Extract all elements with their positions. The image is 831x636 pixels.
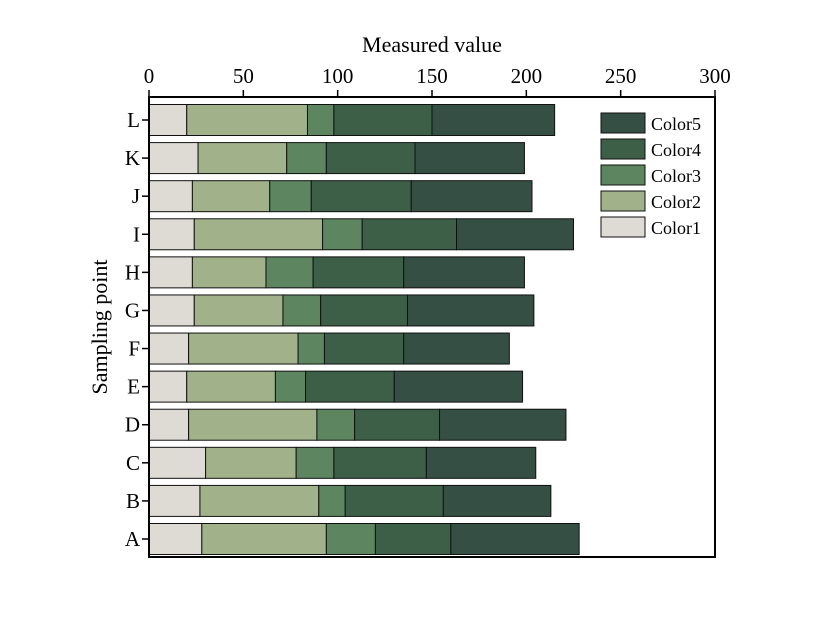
bar-G-color4 bbox=[320, 294, 408, 327]
bar-B-color2 bbox=[199, 484, 320, 517]
x-tick-label: 150 bbox=[416, 64, 448, 88]
bar-D-color2 bbox=[188, 408, 318, 441]
bar-F-color2 bbox=[188, 332, 299, 365]
y-tick-label: A bbox=[125, 527, 141, 551]
bar-I-color3 bbox=[322, 218, 363, 251]
bar-A-color4 bbox=[374, 523, 452, 555]
bar-K-color1 bbox=[148, 142, 199, 175]
bar-E-color4 bbox=[305, 370, 395, 403]
bar-K-color4 bbox=[325, 142, 416, 175]
bar-J-color4 bbox=[310, 180, 412, 213]
bar-J-color5 bbox=[410, 180, 533, 213]
y-tick-label: C bbox=[126, 451, 140, 475]
bar-H-color1 bbox=[148, 256, 193, 289]
bar-E-color3 bbox=[274, 370, 307, 403]
bar-J-color1 bbox=[148, 180, 193, 213]
bar-J-color3 bbox=[269, 180, 312, 213]
legend-label-color3: Color3 bbox=[651, 166, 701, 186]
bar-K-color3 bbox=[286, 142, 327, 175]
bar-J-color2 bbox=[191, 180, 271, 213]
bar-C-color4 bbox=[333, 446, 427, 479]
x-tick-label: 200 bbox=[511, 64, 543, 88]
y-tick-label: E bbox=[127, 375, 140, 399]
y-tick-label: K bbox=[125, 146, 140, 170]
y-tick-label: D bbox=[125, 413, 140, 437]
x-axis-label: Measured value bbox=[362, 32, 502, 57]
bar-E-color5 bbox=[393, 370, 524, 403]
y-tick-label: B bbox=[126, 489, 140, 513]
x-tick-label: 250 bbox=[605, 64, 637, 88]
bar-L-color4 bbox=[333, 104, 433, 136]
y-tick-label: F bbox=[128, 337, 140, 361]
bar-C-color2 bbox=[205, 446, 297, 479]
legend-label-color1: Color1 bbox=[651, 218, 701, 238]
bar-L-color1 bbox=[148, 104, 188, 136]
bar-A-color3 bbox=[325, 523, 376, 555]
bar-K-color5 bbox=[414, 142, 525, 175]
bar-I-color4 bbox=[361, 218, 458, 251]
bar-H-color2 bbox=[191, 256, 267, 289]
bar-B-color1 bbox=[148, 484, 201, 517]
legend-swatch-color5 bbox=[600, 112, 646, 134]
bar-F-color5 bbox=[403, 332, 510, 365]
y-tick-label: G bbox=[125, 298, 140, 322]
bar-G-color5 bbox=[406, 294, 535, 327]
legend: Color5 Color4 Color3 Color2 Color1 bbox=[600, 112, 701, 238]
bar-I-color1 bbox=[148, 218, 195, 251]
bar-H-color3 bbox=[265, 256, 314, 289]
y-tick-label: J bbox=[132, 184, 140, 208]
bar-B-color4 bbox=[344, 484, 444, 517]
x-tick-label: 0 bbox=[144, 64, 155, 88]
legend-swatch-color1 bbox=[600, 216, 646, 238]
legend-label-color5: Color5 bbox=[651, 114, 701, 134]
bar-G-color3 bbox=[282, 294, 322, 327]
y-tick-label: L bbox=[127, 108, 140, 132]
bar-E-color2 bbox=[186, 370, 276, 403]
bar-G-color1 bbox=[148, 294, 195, 327]
bar-B-color5 bbox=[442, 484, 552, 517]
legend-swatch-color3 bbox=[600, 164, 646, 186]
bar-C-color1 bbox=[148, 446, 207, 479]
bar-A-color2 bbox=[201, 523, 327, 555]
x-tick-label: 100 bbox=[322, 64, 354, 88]
bar-K-color2 bbox=[197, 142, 288, 175]
bar-H-color5 bbox=[403, 256, 525, 289]
x-tick-label: 50 bbox=[233, 64, 254, 88]
bar-L-color5 bbox=[431, 104, 556, 136]
bar-H-color4 bbox=[312, 256, 405, 289]
bar-C-color5 bbox=[425, 446, 537, 479]
y-tick-label: H bbox=[125, 260, 140, 284]
legend-swatch-color2 bbox=[600, 190, 646, 212]
y-axis-label: Sampling point bbox=[87, 259, 112, 394]
bar-G-color2 bbox=[193, 294, 284, 327]
legend-label-color2: Color2 bbox=[651, 192, 701, 212]
bar-L-color3 bbox=[306, 104, 335, 136]
bar-I-color5 bbox=[456, 218, 575, 251]
bars-layer bbox=[148, 104, 580, 555]
bar-B-color3 bbox=[318, 484, 346, 517]
x-axis: 0 50 100 150 200 250 300 bbox=[144, 64, 731, 97]
legend-swatch-color4 bbox=[600, 138, 646, 160]
bar-A-color1 bbox=[148, 523, 203, 555]
bar-D-color5 bbox=[439, 408, 567, 441]
legend-label-color4: Color4 bbox=[651, 140, 701, 160]
bar-A-color5 bbox=[450, 523, 580, 555]
bar-C-color3 bbox=[295, 446, 335, 479]
bar-D-color4 bbox=[354, 408, 441, 441]
bar-E-color1 bbox=[148, 370, 188, 403]
bar-D-color1 bbox=[148, 408, 190, 441]
bar-F-color1 bbox=[148, 332, 190, 365]
bar-F-color3 bbox=[297, 332, 325, 365]
y-tick-label: I bbox=[133, 222, 140, 246]
bar-I-color2 bbox=[193, 218, 324, 251]
x-tick-label: 300 bbox=[699, 64, 731, 88]
bar-L-color2 bbox=[186, 104, 308, 136]
bar-F-color4 bbox=[323, 332, 405, 365]
bar-D-color3 bbox=[316, 408, 356, 441]
